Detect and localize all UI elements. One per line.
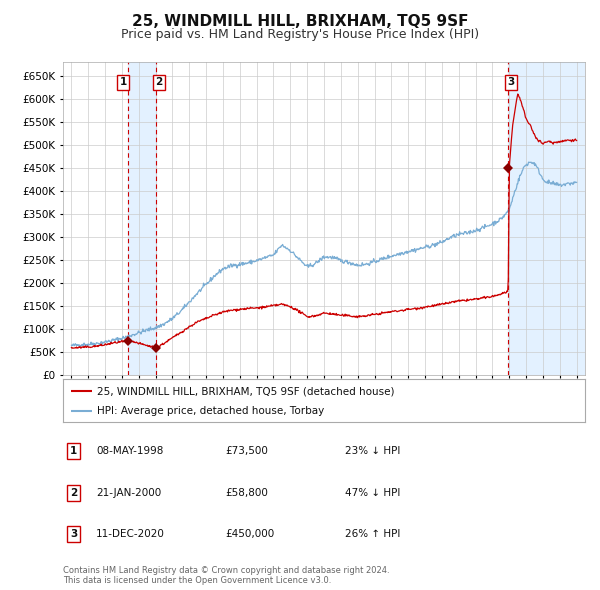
Text: 1: 1 [70,447,77,456]
Text: 3: 3 [507,77,514,87]
Bar [508,62,585,375]
Text: 2: 2 [155,77,163,87]
Text: 2: 2 [70,488,77,497]
Bar [128,62,157,375]
Text: £58,800: £58,800 [225,488,268,497]
Text: Contains HM Land Registry data © Crown copyright and database right 2024.
This d: Contains HM Land Registry data © Crown c… [63,566,389,585]
Text: 47% ↓ HPI: 47% ↓ HPI [345,488,400,497]
Text: 3: 3 [70,529,77,539]
Text: 25, WINDMILL HILL, BRIXHAM, TQ5 9SF (detached house): 25, WINDMILL HILL, BRIXHAM, TQ5 9SF (det… [97,386,394,396]
Text: HPI: Average price, detached house, Torbay: HPI: Average price, detached house, Torb… [97,406,324,416]
Text: 25, WINDMILL HILL, BRIXHAM, TQ5 9SF: 25, WINDMILL HILL, BRIXHAM, TQ5 9SF [132,14,468,28]
Text: 11-DEC-2020: 11-DEC-2020 [96,529,165,539]
Text: 21-JAN-2000: 21-JAN-2000 [96,488,161,497]
Text: 1: 1 [119,77,127,87]
Text: £450,000: £450,000 [225,529,274,539]
Text: £73,500: £73,500 [225,447,268,456]
Text: Price paid vs. HM Land Registry's House Price Index (HPI): Price paid vs. HM Land Registry's House … [121,28,479,41]
Text: 08-MAY-1998: 08-MAY-1998 [96,447,163,456]
Text: 23% ↓ HPI: 23% ↓ HPI [345,447,400,456]
Text: 26% ↑ HPI: 26% ↑ HPI [345,529,400,539]
